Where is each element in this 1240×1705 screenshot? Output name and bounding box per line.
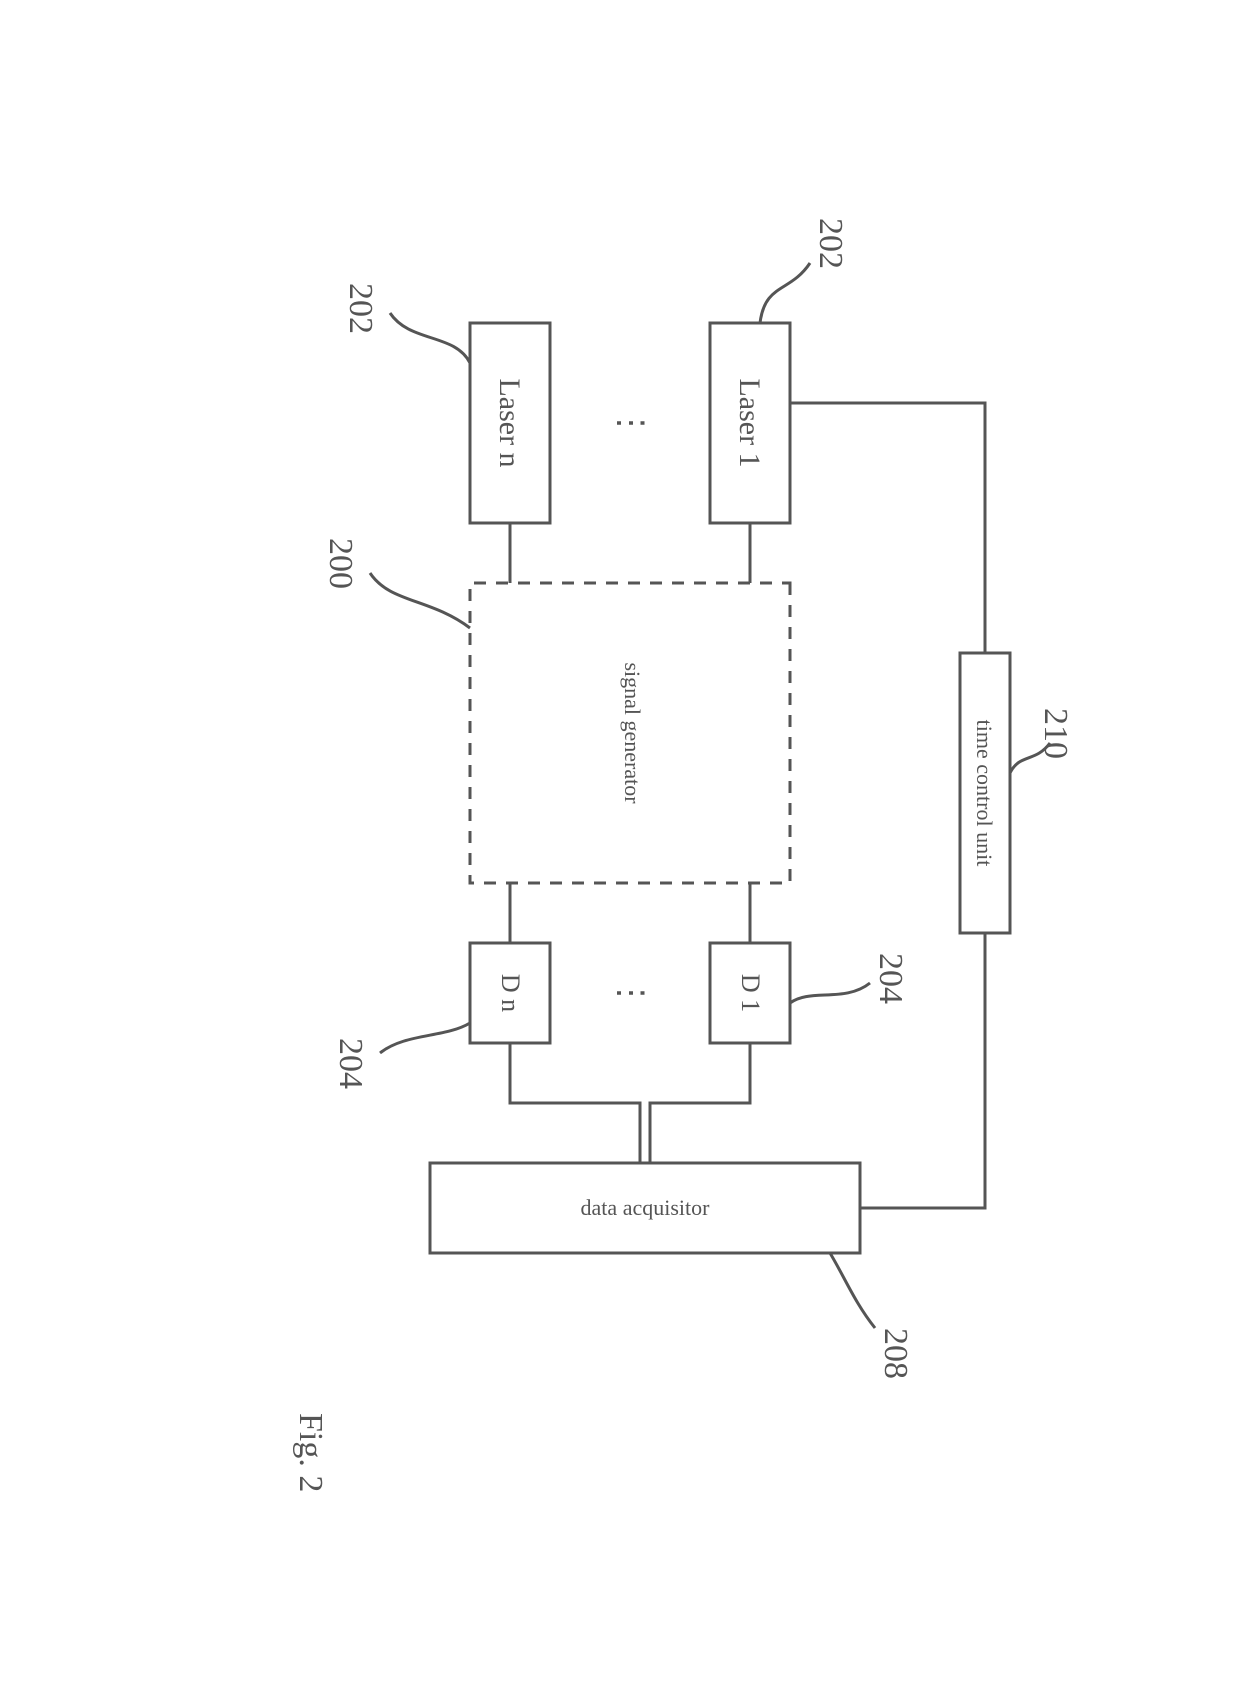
detector-ellipsis: ⋮: [612, 976, 649, 1010]
ref-202-b: 202: [342, 283, 379, 334]
connector-tcu-laser1: [790, 403, 985, 653]
ref-208: 208: [877, 1328, 914, 1379]
lead-202-a: [760, 263, 810, 323]
laser-1-label: Laser 1: [733, 378, 766, 467]
ref-204-b: 204: [332, 1038, 369, 1089]
lead-200: [370, 573, 470, 628]
time-control-label: time control unit: [972, 719, 997, 866]
lead-208: [830, 1253, 875, 1328]
lead-204-a: [790, 983, 870, 1003]
figure-label: Fig. 2: [292, 1413, 329, 1492]
ref-204-a: 204: [872, 953, 909, 1004]
connector-dn-dataacq: [510, 1043, 640, 1163]
laser-ellipsis: ⋮: [612, 406, 649, 440]
block-diagram: time control unit Laser 1 ⋮ Laser n sign…: [170, 153, 1070, 1553]
lead-204-b: [380, 1023, 470, 1053]
ref-200: 200: [322, 538, 359, 589]
d1-label: D 1: [736, 973, 765, 1011]
dn-label: D n: [496, 973, 525, 1011]
data-acquisitor-label: data acquisitor: [581, 1195, 711, 1220]
laser-n-label: Laser n: [493, 378, 526, 467]
connector-d1-dataacq: [650, 1043, 750, 1163]
signal-generator-label: signal generator: [620, 662, 645, 804]
lead-202-b: [390, 313, 470, 363]
ref-210: 210: [1037, 708, 1070, 759]
ref-202-a: 202: [812, 218, 849, 269]
